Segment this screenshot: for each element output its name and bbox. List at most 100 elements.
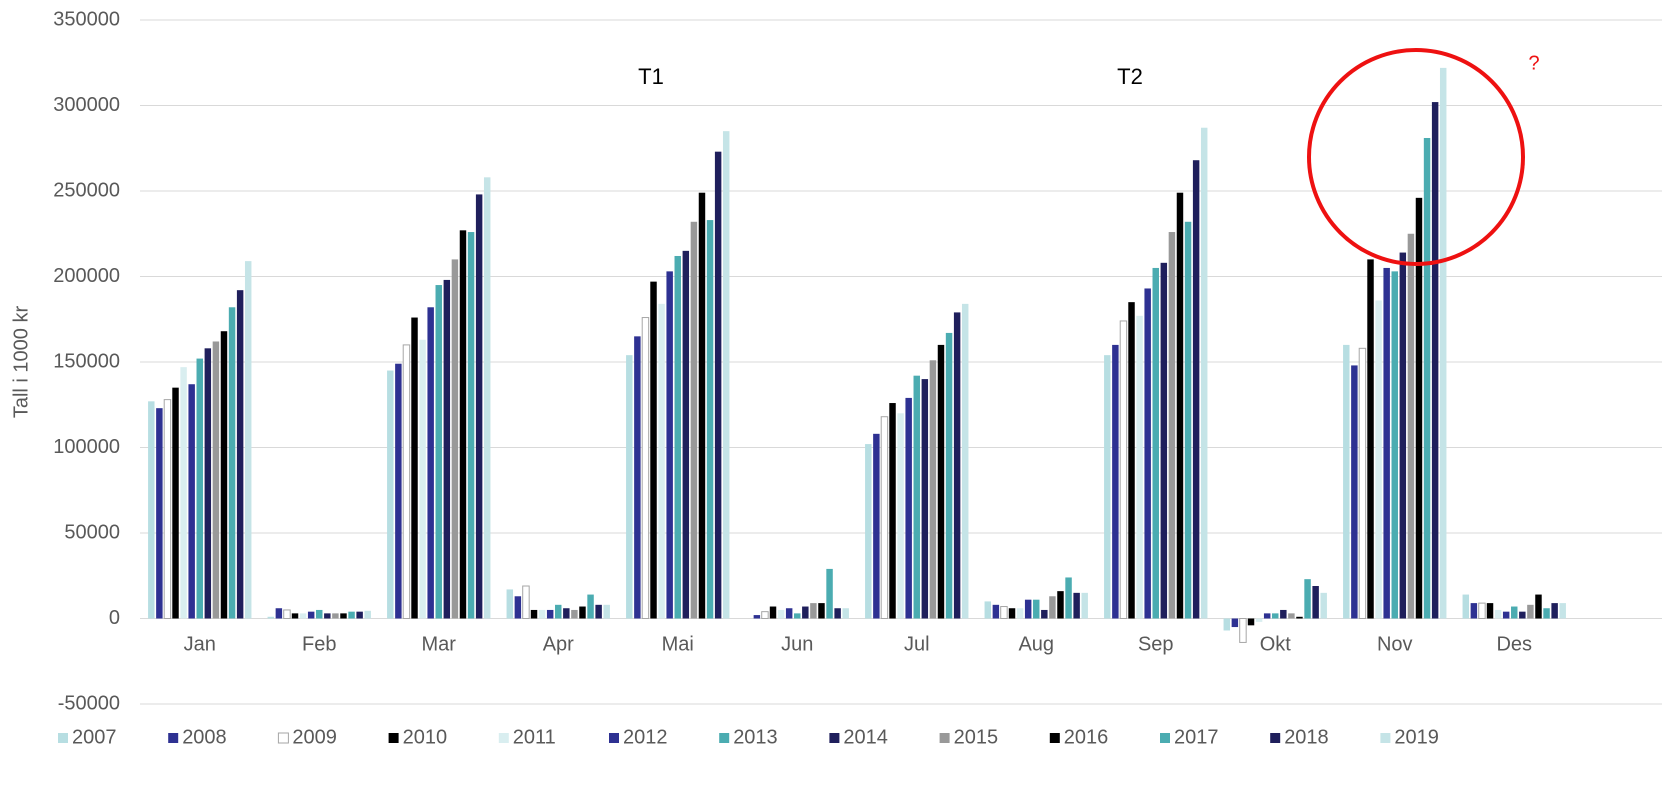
- bar: [1312, 586, 1319, 619]
- y-tick-label: 350000: [53, 8, 120, 30]
- bar: [897, 413, 904, 619]
- legend-label: 2007: [72, 726, 117, 748]
- bar: [690, 221, 698, 619]
- x-tick-label: Nov: [1377, 633, 1413, 655]
- bar: [506, 589, 514, 619]
- bar: [188, 384, 195, 619]
- bar: [163, 399, 172, 619]
- bar: [641, 317, 650, 619]
- bar: [1223, 618, 1231, 631]
- legend-marker: [1160, 733, 1170, 743]
- bar: [1391, 271, 1398, 619]
- bar: [1024, 599, 1032, 619]
- bar: [1358, 347, 1367, 619]
- bar: [1192, 160, 1200, 619]
- bar: [921, 379, 929, 619]
- bar: [1000, 606, 1008, 620]
- bar: [451, 259, 459, 619]
- bar: [291, 613, 299, 619]
- bar: [1128, 302, 1135, 619]
- bar: [1407, 233, 1415, 619]
- bar: [1280, 609, 1287, 619]
- bar: [530, 609, 538, 619]
- bar: [1176, 192, 1184, 619]
- bar: [419, 339, 426, 619]
- bar: [1431, 102, 1439, 619]
- bar: [865, 444, 872, 619]
- bar: [794, 613, 801, 619]
- legend-marker: [609, 733, 619, 743]
- bar: [475, 194, 483, 619]
- bar: [1033, 599, 1040, 619]
- bar: [1288, 613, 1295, 619]
- bar: [1527, 604, 1534, 619]
- bar: [563, 608, 570, 619]
- bar: [818, 603, 825, 619]
- bar: [220, 331, 228, 619]
- bar: [674, 255, 681, 619]
- legend-label: 2010: [403, 726, 448, 748]
- bar: [1320, 592, 1327, 619]
- y-tick-label: 200000: [53, 265, 120, 287]
- bar: [579, 606, 586, 619]
- x-tick-label: Sep: [1138, 633, 1174, 655]
- bar: [587, 594, 594, 619]
- bar: [961, 303, 969, 619]
- bar: [571, 609, 578, 619]
- y-tick-label: 150000: [53, 350, 120, 372]
- bar: [1511, 606, 1518, 619]
- y-tick-label: 0: [109, 607, 120, 629]
- bar: [706, 220, 714, 619]
- bar: [1559, 603, 1566, 619]
- bar: [332, 613, 339, 619]
- bar: [402, 344, 411, 619]
- bar: [1543, 608, 1550, 619]
- bar: [769, 606, 777, 619]
- bar: [634, 336, 641, 619]
- bar: [1104, 355, 1111, 619]
- bar: [228, 307, 236, 619]
- bar: [1200, 127, 1208, 619]
- bar: [307, 611, 315, 619]
- bar: [595, 604, 602, 619]
- bar: [945, 332, 953, 619]
- bar: [555, 604, 562, 619]
- legend-label: 2012: [623, 726, 668, 748]
- bar: [1486, 603, 1494, 619]
- bar: [1057, 591, 1064, 619]
- bar: [1119, 320, 1128, 619]
- bar: [682, 250, 690, 619]
- legend-label: 2013: [733, 726, 778, 748]
- legend-label: 2008: [182, 726, 227, 748]
- bar: [777, 609, 785, 619]
- legend-marker: [1049, 733, 1060, 743]
- bar: [1415, 197, 1423, 619]
- x-tick-label: Feb: [302, 633, 336, 655]
- x-tick-label: Des: [1496, 633, 1532, 655]
- bar: [148, 401, 155, 619]
- x-tick-label: Mai: [662, 633, 694, 655]
- bar: [1383, 267, 1390, 619]
- bar: [546, 609, 554, 619]
- legend-marker: [1270, 733, 1281, 743]
- legend-label: 2009: [292, 726, 337, 748]
- x-tick-label: Jul: [904, 633, 930, 655]
- bar: [1112, 344, 1119, 619]
- x-tick-label: Apr: [543, 633, 574, 655]
- bar: [802, 606, 809, 619]
- bar: [364, 610, 371, 619]
- bar: [538, 609, 546, 619]
- x-tick-label: Mar: [422, 633, 457, 655]
- bar: [722, 131, 730, 619]
- legend-marker: [1380, 733, 1391, 743]
- bar: [1263, 613, 1271, 619]
- bar: [842, 608, 849, 619]
- bar: [1375, 300, 1382, 619]
- legend-marker: [939, 733, 950, 743]
- x-tick-label: Okt: [1260, 633, 1292, 655]
- legend-label: 2015: [954, 726, 999, 748]
- bar: [1478, 602, 1486, 619]
- bar: [1399, 252, 1407, 619]
- legend-marker: [388, 733, 399, 743]
